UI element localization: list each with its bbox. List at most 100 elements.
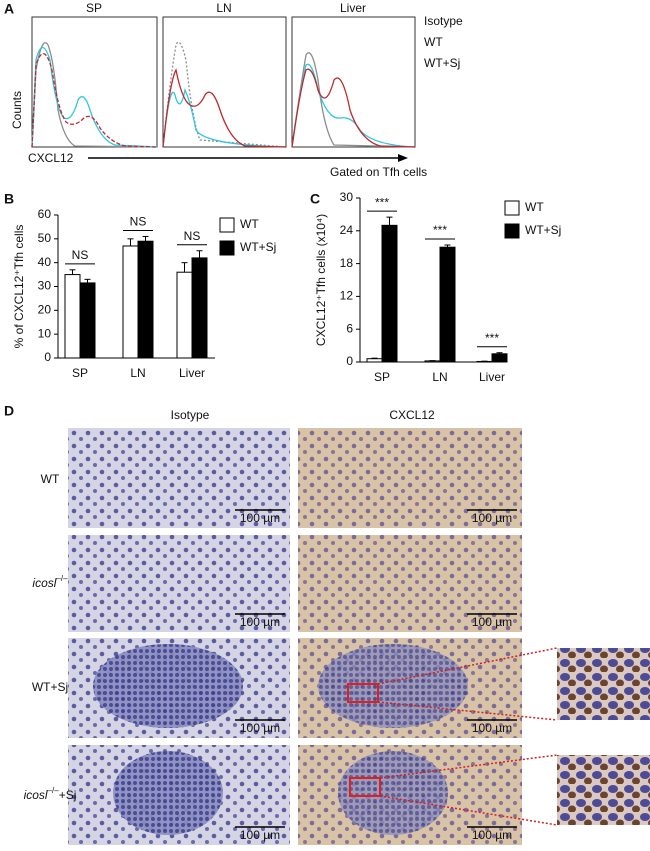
significance-label: *** bbox=[485, 331, 499, 345]
bar bbox=[79, 282, 96, 359]
hist-title: LN bbox=[216, 1, 231, 15]
significance-label: NS bbox=[130, 215, 147, 229]
scale-bar-label: 100 µm bbox=[472, 828, 512, 842]
legend-entry: WT+Sj bbox=[525, 223, 561, 237]
row-label: icosl–/– bbox=[32, 574, 68, 590]
x-axis-label: CXCL12 bbox=[28, 151, 74, 165]
significance-label: *** bbox=[375, 195, 389, 209]
bar bbox=[122, 245, 139, 359]
legend-entry: WT bbox=[240, 217, 259, 231]
y-tick-label: 10 bbox=[38, 326, 52, 340]
y-tick-label: 50 bbox=[38, 231, 52, 245]
legend-swatch bbox=[219, 240, 235, 256]
scale-bar-label: 100 µm bbox=[240, 721, 280, 735]
histogram-curve bbox=[291, 68, 416, 148]
y-tick-label: 18 bbox=[340, 256, 354, 270]
legend-entry: WT bbox=[525, 200, 544, 214]
lymphoid-cluster bbox=[338, 751, 448, 835]
y-tick-label: 20 bbox=[38, 303, 52, 317]
y-axis-label: CXCL12⁺Tfh cells (x10⁴) bbox=[314, 214, 328, 346]
bar bbox=[137, 240, 154, 359]
significance-label: *** bbox=[433, 223, 447, 237]
y-tick-label: 24 bbox=[340, 223, 354, 237]
histogram-curve bbox=[162, 88, 287, 148]
scale-bar-label: 100 µm bbox=[240, 615, 280, 629]
legend-entry: WT+Sj bbox=[240, 240, 276, 254]
histogram-curve bbox=[31, 53, 158, 148]
significance-label: NS bbox=[184, 229, 201, 243]
gate-label: Gated on Tfh cells bbox=[330, 165, 427, 179]
bar bbox=[191, 257, 208, 359]
hist-title: Liver bbox=[340, 1, 366, 15]
zoom-box bbox=[347, 683, 379, 703]
gene: icosl bbox=[32, 576, 56, 590]
row-label: icosl–/–+Sj bbox=[24, 786, 77, 802]
micrograph bbox=[298, 535, 522, 632]
row-label: WT+Sj bbox=[32, 680, 68, 694]
hist-box bbox=[162, 16, 287, 148]
bar bbox=[491, 353, 508, 363]
panel-label: B bbox=[4, 191, 14, 207]
column-header: Isotype bbox=[171, 408, 210, 422]
y-axis-label: Counts bbox=[10, 91, 24, 129]
y-tick-label: 0 bbox=[346, 354, 353, 368]
histogram-curve bbox=[162, 68, 287, 148]
zoom-line bbox=[377, 701, 558, 721]
gene: icosl bbox=[24, 788, 48, 802]
scale-bar-label: 100 µm bbox=[472, 511, 512, 525]
genotype: –/– bbox=[48, 786, 60, 795]
x-tick-label: Liver bbox=[179, 366, 205, 380]
legend-entry: WT bbox=[424, 35, 443, 49]
lymphoid-cluster bbox=[318, 644, 468, 728]
arrow-head bbox=[398, 154, 408, 162]
histograms: SP LN Liver bbox=[31, 1, 416, 148]
legend-swatch bbox=[504, 200, 520, 216]
hist-box bbox=[291, 16, 416, 148]
inset-image bbox=[557, 648, 650, 720]
row-label: WT bbox=[41, 472, 60, 486]
micrograph bbox=[68, 428, 290, 528]
significance-label: NS bbox=[72, 248, 89, 262]
genotype: –/– bbox=[56, 574, 68, 583]
bar bbox=[439, 246, 456, 363]
scale-bar-label: 100 µm bbox=[240, 511, 280, 525]
panel-label: D bbox=[4, 403, 14, 419]
histogram-curve bbox=[31, 42, 158, 148]
suffix: +Sj bbox=[59, 788, 77, 802]
y-tick-label: 30 bbox=[340, 190, 354, 204]
y-tick-label: 0 bbox=[44, 350, 51, 364]
panel-label: A bbox=[4, 1, 14, 17]
micrograph bbox=[68, 535, 290, 632]
zoom-box bbox=[349, 777, 381, 797]
x-tick-label: SP bbox=[374, 370, 390, 384]
legend-entry: WT+Sj bbox=[424, 56, 460, 70]
bar bbox=[381, 224, 398, 363]
x-tick-label: Liver bbox=[479, 370, 505, 384]
y-tick-label: 40 bbox=[38, 255, 52, 269]
x-tick-label: LN bbox=[130, 366, 145, 380]
micrographs: 100 µm 100 µm 100 µm 100 µm 100 µm 100 µm 100 … bbox=[68, 428, 650, 845]
legend-swatch bbox=[219, 217, 235, 233]
column-header: CXCL12 bbox=[389, 408, 435, 422]
y-tick-label: 60 bbox=[38, 207, 52, 221]
histogram-curve bbox=[31, 46, 158, 148]
histogram-curve bbox=[162, 41, 287, 148]
hist-box bbox=[31, 16, 158, 148]
y-tick-label: 12 bbox=[340, 289, 354, 303]
zoom-line bbox=[377, 647, 558, 685]
lymphoid-cluster bbox=[113, 751, 223, 835]
scale-bar-label: 100 µm bbox=[472, 721, 512, 735]
bar bbox=[176, 271, 193, 359]
scale-bar-label: 100 µm bbox=[472, 615, 512, 629]
y-tick-label: 6 bbox=[346, 321, 353, 335]
x-tick-label: SP bbox=[72, 366, 88, 380]
scale-bar-label: 100 µm bbox=[240, 828, 280, 842]
histogram-curve bbox=[291, 63, 416, 148]
x-tick-label: LN bbox=[432, 370, 447, 384]
zoom-line bbox=[379, 795, 558, 826]
zoom-line bbox=[379, 754, 558, 779]
micrograph bbox=[298, 428, 522, 528]
inset-image bbox=[557, 755, 650, 825]
